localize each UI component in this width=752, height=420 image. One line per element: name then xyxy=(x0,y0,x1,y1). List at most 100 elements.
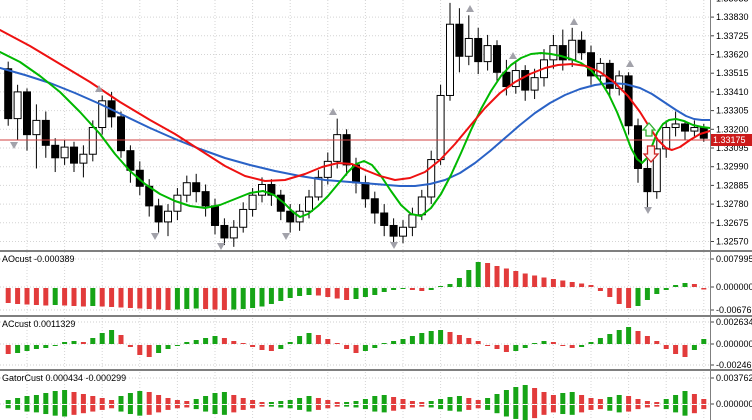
histogram-bar xyxy=(588,342,594,344)
histogram-bar xyxy=(43,345,49,348)
histogram-bar xyxy=(24,288,30,305)
histogram-bar xyxy=(353,401,359,404)
histogram-bar xyxy=(522,385,528,404)
candle-body xyxy=(408,214,417,228)
histogram-bar-lower xyxy=(344,405,350,407)
histogram-bar xyxy=(43,393,49,404)
histogram-bar xyxy=(33,345,39,349)
histogram-bar-lower xyxy=(165,405,171,410)
histogram-bar-lower xyxy=(541,405,547,415)
histogram-bar xyxy=(513,387,519,404)
candle-body xyxy=(690,127,699,132)
histogram-bar-lower xyxy=(438,405,444,410)
histogram-bar xyxy=(203,338,209,344)
histogram-bar xyxy=(297,288,303,296)
histogram-bar xyxy=(475,341,481,344)
candle-body xyxy=(239,208,248,228)
histogram-bar xyxy=(250,400,256,404)
candle-body xyxy=(333,134,342,162)
histogram-bar xyxy=(447,332,453,344)
histogram-bar xyxy=(146,288,152,309)
histogram-bar xyxy=(118,288,124,308)
histogram-bar xyxy=(52,345,58,346)
candle-body xyxy=(51,144,60,159)
histogram-bar-lower xyxy=(306,405,312,412)
histogram-bar-lower xyxy=(287,405,293,409)
histogram-bar xyxy=(701,288,707,290)
histogram-bar xyxy=(24,396,30,404)
candle-body xyxy=(79,153,88,164)
histogram-bar-lower xyxy=(15,405,21,410)
histogram-bar-lower xyxy=(691,405,697,414)
histogram-bar-lower xyxy=(71,405,77,415)
histogram-bar xyxy=(494,394,500,404)
histogram-bar-lower xyxy=(522,405,528,420)
histogram-bar xyxy=(278,401,284,404)
histogram-bar xyxy=(52,391,58,404)
fractal-up-icon xyxy=(95,85,103,92)
histogram-bar-lower xyxy=(569,405,575,415)
histogram-bar-lower xyxy=(409,405,415,408)
histogram-bar xyxy=(52,288,58,305)
candle-body xyxy=(436,94,445,161)
histogram-bar-lower xyxy=(43,405,49,415)
histogram-bar xyxy=(560,280,566,287)
buy-signal-arrow-icon xyxy=(641,122,657,137)
histogram-bar xyxy=(90,338,96,344)
histogram-bar xyxy=(447,397,453,404)
histogram-bar-lower xyxy=(80,405,86,414)
histogram-bar xyxy=(353,345,359,353)
candle-body xyxy=(681,123,689,132)
candle-body xyxy=(23,91,31,136)
histogram-bar xyxy=(391,341,397,344)
panel-separator xyxy=(0,250,752,252)
histogram-bar xyxy=(240,343,246,344)
histogram-bar xyxy=(325,339,331,344)
histogram-bar xyxy=(33,395,39,404)
histogram-bar xyxy=(550,279,556,287)
candle-body xyxy=(483,45,492,63)
histogram-bar xyxy=(597,399,603,404)
histogram-bar xyxy=(99,288,105,307)
histogram-bar xyxy=(372,345,378,348)
candle-body xyxy=(652,148,661,193)
candle-body xyxy=(154,205,163,223)
histogram-bar xyxy=(550,395,556,404)
histogram-bar-lower xyxy=(24,405,30,412)
histogram-bar-lower xyxy=(353,405,359,408)
histogram-bar xyxy=(494,266,500,287)
histogram-bar xyxy=(391,397,397,404)
histogram-bar xyxy=(15,288,21,304)
histogram-bar xyxy=(691,284,697,287)
histogram-bar xyxy=(193,399,199,404)
histogram-bar xyxy=(240,398,246,404)
histogram-bar xyxy=(184,342,190,344)
histogram-bar xyxy=(673,285,679,287)
histogram-bar xyxy=(644,288,650,300)
histogram-bar-lower xyxy=(127,405,133,415)
fractal-down-icon xyxy=(282,233,290,240)
histogram-bar xyxy=(597,338,603,344)
histogram-bar-lower xyxy=(325,405,331,409)
histogram-bar xyxy=(607,288,613,297)
candle-body xyxy=(4,68,13,120)
histogram-bar-lower xyxy=(184,405,190,408)
candle-body xyxy=(323,160,332,178)
histogram-bar xyxy=(334,402,340,404)
histogram-bar xyxy=(184,288,190,309)
histogram-bar xyxy=(315,335,321,344)
histogram-bar xyxy=(532,388,538,404)
histogram-bar-lower xyxy=(579,405,585,413)
candle-body xyxy=(643,167,652,193)
histogram-bar xyxy=(325,288,331,297)
histogram-bar xyxy=(485,398,491,404)
histogram-bar xyxy=(156,288,162,310)
histogram-bar-lower xyxy=(193,405,199,410)
histogram-bar-lower xyxy=(475,405,481,409)
histogram-bar xyxy=(569,282,575,287)
histogram-bar-lower xyxy=(240,405,246,410)
histogram-bar xyxy=(626,396,632,404)
histogram-bar xyxy=(127,393,133,404)
histogram-bar-lower xyxy=(334,405,340,407)
